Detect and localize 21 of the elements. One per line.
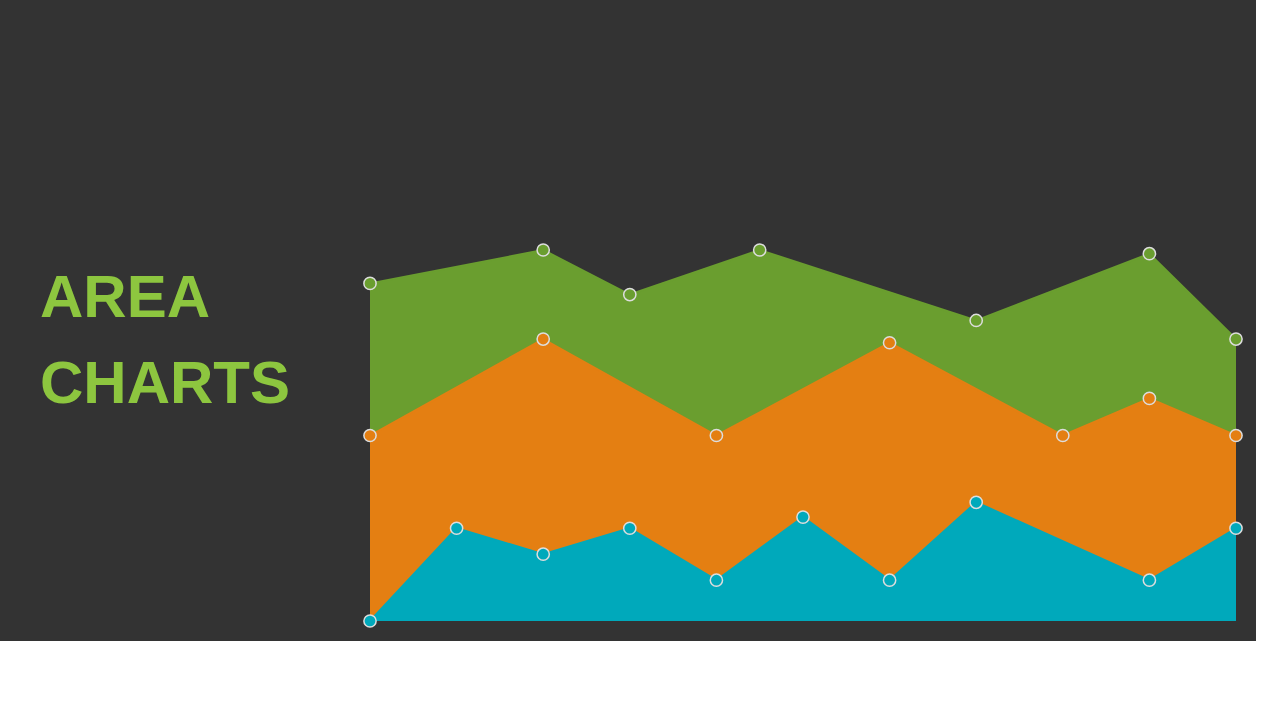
point [1142,573,1157,588]
point [709,428,724,443]
point [1142,246,1157,261]
point [449,521,464,536]
text: AREA CHARTS [40,263,290,416]
point [363,276,377,291]
point [1055,428,1070,443]
point [796,510,810,524]
point [969,495,984,510]
point [622,287,637,302]
point [752,243,767,257]
point [622,521,637,536]
point [536,332,551,346]
point [1142,391,1157,406]
point [709,573,724,588]
point [536,243,551,257]
point [363,428,377,443]
point [536,547,551,562]
point [882,573,897,588]
point [882,335,897,350]
point [969,313,984,328]
